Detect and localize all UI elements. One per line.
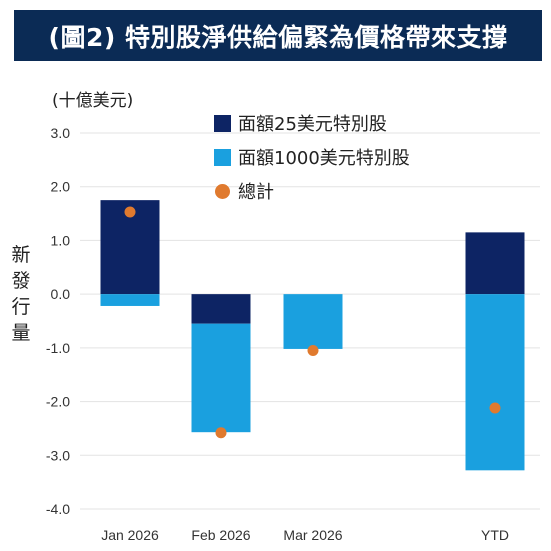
total-point-2: [307, 345, 319, 357]
total-point-1: [215, 427, 227, 439]
y-axis-label: 新發行量: [11, 244, 31, 344]
bar-par25-1: [191, 294, 251, 324]
y-tick-label: 2.0: [51, 179, 71, 195]
chart-title: (圖2) 特別股淨供給偏緊為價格帶來支撐: [14, 10, 542, 61]
total-point-0: [124, 206, 136, 218]
x-tick-label: Feb 2026: [191, 527, 250, 543]
legend-label-25: 面額25美元特別股: [238, 114, 387, 135]
legend-swatch-25: [214, 114, 231, 132]
legend-item-1000: 面額1000美元特別股: [214, 140, 410, 174]
bar-par1000-0: [100, 294, 160, 306]
bar-par1000-3: [465, 294, 525, 471]
legend: 面額25美元特別股 面額1000美元特別股 總計: [214, 106, 410, 208]
legend-swatch-1000: [214, 148, 231, 166]
y-tick-label: 0.0: [51, 286, 71, 302]
legend-label-total: 總計: [238, 182, 274, 203]
legend-item-total: 總計: [214, 174, 410, 208]
y-tick-label: -4.0: [46, 501, 70, 517]
y-tick-label: 3.0: [51, 125, 71, 141]
bar-par1000-1: [191, 323, 251, 433]
legend-dot-total: [215, 183, 230, 199]
y-tick-label: -3.0: [46, 447, 70, 463]
x-tick-label: YTD: [481, 527, 509, 543]
legend-item-25: 面額25美元特別股: [214, 106, 410, 140]
unit-label: (十億美元): [52, 91, 134, 111]
y-tick-label: -2.0: [46, 394, 70, 410]
x-tick-label: Mar 2026: [283, 527, 342, 543]
legend-label-1000: 面額1000美元特別股: [238, 148, 410, 169]
total-point-3: [489, 402, 501, 414]
bar-par1000-2: [283, 294, 343, 349]
x-tick-label: Jan 2026: [101, 527, 159, 543]
y-tick-label: -1.0: [46, 340, 70, 356]
bar-par25-3: [465, 232, 525, 295]
y-tick-label: 1.0: [51, 232, 71, 248]
